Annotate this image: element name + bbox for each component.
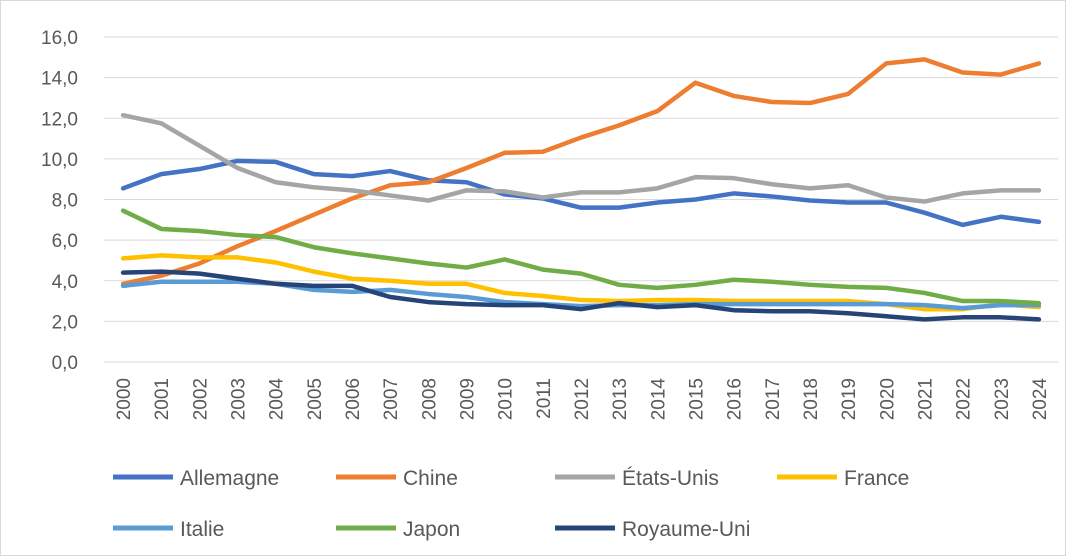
x-tick-label: 2013 (610, 378, 631, 420)
legend-label: Italie (180, 518, 224, 541)
y-tick-label: 0,0 (52, 353, 78, 374)
x-tick-label: 2022 (954, 378, 975, 420)
x-tick-label: 2007 (381, 378, 402, 420)
series-line-chine (120, 57, 1042, 287)
legend-label: France (844, 467, 909, 490)
x-tick-label: 2016 (725, 378, 746, 420)
x-tick-label: 2014 (648, 378, 669, 421)
legend-label: Chine (403, 467, 458, 490)
x-tick-label: 2017 (763, 378, 784, 420)
legend-label: Royaume-Uni (622, 518, 750, 541)
x-tick-label: 2006 (343, 378, 364, 420)
x-tick-label: 2000 (114, 378, 135, 420)
x-tick-label: 2008 (419, 378, 440, 420)
series-line-royaume-uni (120, 269, 1042, 322)
y-tick-label: 2,0 (52, 312, 78, 333)
legend-label: Allemagne (180, 467, 279, 490)
y-tick-label: 16,0 (41, 28, 78, 49)
y-tick-label: 12,0 (41, 109, 78, 130)
legend-label: États-Unis (622, 467, 719, 490)
x-tick-label: 2018 (801, 378, 822, 420)
y-tick-label: 10,0 (41, 150, 78, 171)
x-tick-label: 2021 (915, 378, 936, 420)
legend-label: Japon (403, 518, 460, 541)
x-tick-label: 2011 (534, 378, 555, 419)
x-tick-label: 2003 (229, 378, 250, 420)
y-tick-label: 14,0 (41, 69, 78, 90)
x-tick-label: 2001 (152, 378, 173, 420)
series-lines (120, 57, 1042, 322)
x-tick-label: 2015 (686, 378, 707, 420)
x-tick-label: 2009 (458, 378, 479, 420)
x-tick-label: 2004 (267, 378, 288, 421)
series-line-japon (120, 208, 1042, 306)
y-axis-ticks: 0,0 2,0 4,0 6,0 8,0 10,0 12,0 14,0 16,0 (41, 28, 78, 374)
x-tick-label: 2020 (877, 378, 898, 420)
x-tick-label: 2002 (190, 378, 211, 420)
legend: Allemagne Chine États-Unis France Italie Japo… (113, 467, 909, 541)
x-tick-label: 2012 (572, 378, 593, 420)
x-tick-label: 2023 (992, 378, 1013, 420)
y-tick-label: 4,0 (52, 272, 78, 293)
series-line-italie (120, 279, 1042, 311)
series-line--tats-unis (120, 112, 1042, 204)
x-tick-label: 2010 (496, 378, 517, 420)
y-tick-label: 8,0 (52, 191, 78, 212)
y-tick-label: 6,0 (52, 231, 78, 252)
x-tick-label: 2024 (1030, 378, 1051, 421)
x-tick-label: 2005 (305, 378, 326, 420)
x-tick-label: 2019 (839, 378, 860, 420)
x-axis-ticks: 2000 2001 2002 2003 2004 2005 2006 2007 2008 2009… (114, 378, 1051, 421)
series-line-allemagne (120, 158, 1042, 228)
